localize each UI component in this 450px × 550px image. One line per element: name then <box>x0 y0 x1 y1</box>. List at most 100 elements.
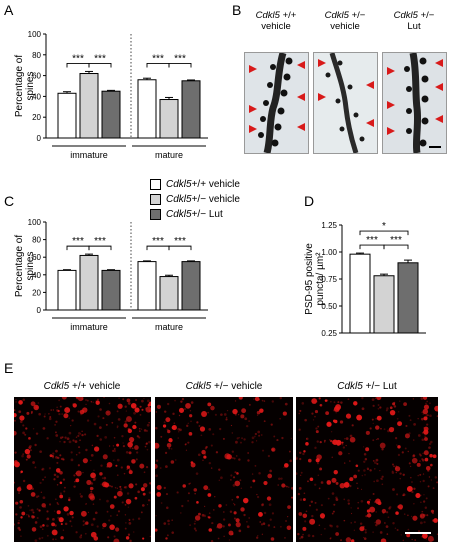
puncta <box>366 500 371 504</box>
puncta-dim <box>140 428 143 430</box>
puncta-dim <box>211 521 214 525</box>
puncta <box>109 504 115 509</box>
puncta-dim <box>116 425 119 428</box>
group-label: mature <box>155 322 183 332</box>
puncta-dim <box>96 525 99 528</box>
puncta-dim <box>14 481 16 484</box>
puncta <box>115 464 118 467</box>
puncta <box>380 538 387 542</box>
puncta-dim <box>52 538 55 541</box>
puncta <box>93 446 100 452</box>
puncta-dim <box>419 473 422 476</box>
puncta-dim <box>79 439 81 442</box>
puncta-dim <box>299 457 302 461</box>
puncta-dim <box>241 437 243 440</box>
puncta-dim <box>185 449 188 451</box>
puncta <box>127 441 133 448</box>
puncta-dim <box>436 533 438 535</box>
bar <box>79 254 99 311</box>
puncta <box>218 504 222 508</box>
puncta <box>31 515 35 519</box>
puncta-dim <box>48 467 52 470</box>
puncta <box>59 471 63 475</box>
puncta <box>89 486 94 491</box>
puncta-dim <box>32 428 35 430</box>
treatment-label: vehicle <box>330 21 360 32</box>
puncta <box>423 416 428 421</box>
puncta <box>319 513 326 519</box>
puncta <box>388 426 395 433</box>
puncta-dim <box>363 536 365 539</box>
puncta-dim <box>317 462 319 465</box>
puncta-dim <box>210 444 213 447</box>
puncta-dim <box>22 479 26 483</box>
puncta-dim <box>363 469 366 472</box>
puncta-dim <box>297 492 301 496</box>
puncta-dim <box>138 427 141 430</box>
puncta-dim <box>217 537 220 540</box>
puncta <box>125 536 130 540</box>
y-tick-label: 0 <box>37 134 42 143</box>
puncta-dim <box>402 493 406 497</box>
puncta-dim <box>248 517 251 519</box>
puncta-dim <box>99 498 101 501</box>
puncta <box>375 498 381 505</box>
puncta-dim <box>363 537 367 540</box>
puncta <box>270 537 275 541</box>
puncta-dim <box>331 512 334 515</box>
puncta-dim <box>250 486 253 489</box>
puncta-dim <box>270 423 273 426</box>
puncta-dim <box>187 499 190 502</box>
puncta <box>238 397 243 400</box>
puncta-dim <box>327 497 330 500</box>
puncta-dim <box>333 401 336 404</box>
puncta-dim <box>198 425 201 427</box>
puncta-dim <box>212 433 215 436</box>
puncta-dim <box>63 486 66 489</box>
puncta-dim <box>395 471 398 474</box>
puncta-dim <box>82 471 84 474</box>
puncta <box>116 443 120 447</box>
puncta-dim <box>372 493 375 495</box>
gene-label: Cdkl5 <box>255 10 280 21</box>
puncta-dim <box>44 476 46 478</box>
puncta-dim <box>408 432 411 435</box>
puncta-dim <box>78 446 81 449</box>
y-tick-label: 1.00 <box>321 248 337 257</box>
puncta <box>15 501 19 505</box>
puncta-dim <box>97 398 99 401</box>
puncta-dim <box>307 480 309 483</box>
puncta-dim <box>419 481 422 483</box>
y-axis-label-line: PSD-95 positive <box>304 243 315 315</box>
puncta-dim <box>421 458 424 461</box>
puncta-dim <box>336 525 339 528</box>
puncta <box>424 437 428 441</box>
puncta-dim <box>79 535 82 539</box>
puncta-dim <box>166 534 169 537</box>
puncta <box>85 521 89 525</box>
puncta-dim <box>218 468 221 471</box>
puncta-dim <box>340 539 343 542</box>
puncta <box>190 462 196 468</box>
puncta-dim <box>42 496 46 500</box>
puncta-dim <box>371 418 374 421</box>
puncta-dim <box>238 458 241 461</box>
puncta <box>63 506 69 512</box>
puncta-dim <box>263 511 267 515</box>
puncta <box>366 509 371 513</box>
puncta <box>208 528 213 532</box>
puncta-dim <box>202 459 204 462</box>
puncta-dim <box>234 400 237 402</box>
bar <box>137 79 157 139</box>
puncta-dim <box>57 456 60 460</box>
puncta <box>430 509 435 513</box>
puncta <box>64 407 71 414</box>
puncta-dim <box>18 410 22 414</box>
puncta-dim <box>381 478 383 480</box>
puncta-dim <box>229 510 233 513</box>
puncta-dim <box>391 463 394 466</box>
puncta <box>26 454 31 459</box>
bar <box>349 253 371 334</box>
puncta-dim <box>424 435 427 438</box>
puncta <box>424 457 429 462</box>
